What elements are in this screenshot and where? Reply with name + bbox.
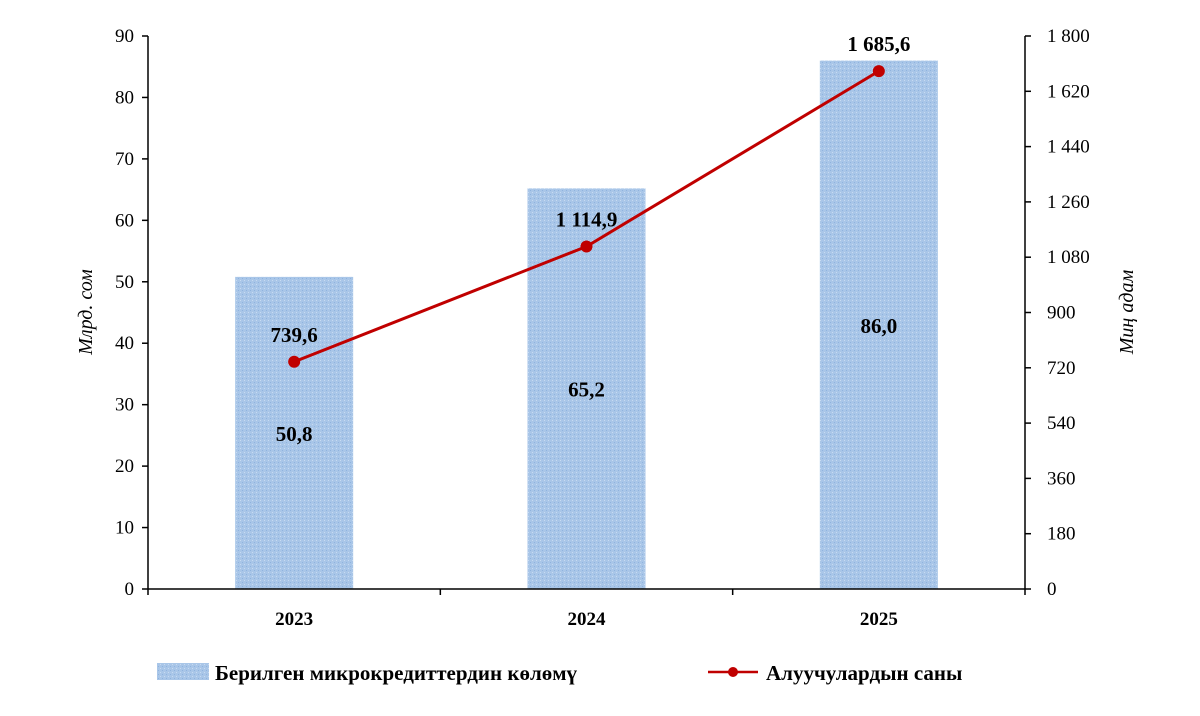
right-tick-label: 0 [1047,579,1057,600]
x-tick-label: 2023 [275,609,313,630]
line-point-2024 [580,240,593,253]
right-tick-label: 540 [1047,413,1076,434]
left-tick-label: 10 [115,518,134,539]
x-tick-label: 2024 [568,609,607,630]
right-tick-label: 1 260 [1047,192,1090,213]
left-tick-label: 80 [115,87,134,108]
bars-layer [235,60,938,590]
bar-value-label: 65,2 [568,378,605,402]
right-tick-label: 1 620 [1047,81,1090,102]
left-tick-label: 60 [115,210,134,231]
right-tick-label: 1 440 [1047,137,1090,158]
left-tick-label: 50 [115,272,134,293]
right-tick-label: 1 800 [1047,26,1090,47]
line-layer [288,65,885,368]
right-tick-label: 1 080 [1047,247,1090,268]
bar-value-label: 86,0 [860,314,897,338]
line-value-label: 739,6 [271,323,318,347]
left-tick-label: 70 [115,149,134,170]
line-point-2025 [872,65,885,78]
left-tick-label: 30 [115,395,134,416]
right-tick-label: 360 [1047,468,1076,489]
legend-bar-swatch [157,663,209,680]
line-value-label: 1 685,6 [847,32,910,56]
left-tick-label: 40 [115,333,134,354]
left-tick-label: 90 [115,26,134,47]
line-point-2023 [288,355,301,368]
legend-line-marker [728,667,738,677]
bar-2025 [819,60,938,590]
bar-2023 [235,276,354,589]
left-axis-title: Млрд. сом [75,269,97,356]
left-tick-label: 20 [115,456,134,477]
bar-2024 [527,188,646,590]
line-value-label: 1 114,9 [556,207,618,231]
right-tick-label: 900 [1047,303,1076,324]
legend-line-label: Алуучулардын саны [766,661,962,685]
right-tick-label: 180 [1047,524,1076,545]
x-tick-label: 2025 [860,609,898,630]
labels-layer: 50,8 65,2 86,0 739,6 1 114,9 1 685,6 [271,32,911,446]
right-tick-label: 720 [1047,358,1076,379]
right-axis-title: Миң адам [1116,270,1138,356]
legend-bar-label: Берилген микрокредиттердин көлөмү [215,661,578,685]
bar-value-label: 50,8 [276,422,313,446]
legend: Берилген микрокредиттердин көлөмү Алуучу… [157,661,962,685]
left-tick-label: 0 [125,579,135,600]
